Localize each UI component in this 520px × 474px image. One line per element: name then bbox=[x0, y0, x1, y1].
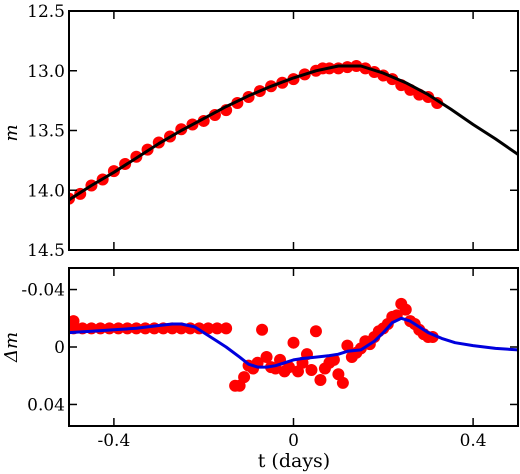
residual-y-tick-label: -0.04 bbox=[21, 281, 65, 301]
residual-data-point bbox=[341, 339, 354, 352]
magnitude-model-curve bbox=[69, 64, 518, 202]
residual-data-point bbox=[260, 351, 273, 364]
residual-data-point bbox=[220, 322, 233, 335]
residual-data-point bbox=[336, 376, 349, 389]
residual-data-point bbox=[211, 322, 224, 335]
residual-data-point bbox=[287, 336, 300, 349]
magnitude-y-tick-label: 13.0 bbox=[27, 62, 65, 82]
residual-panel: -0.04 0 0.04 -0.4 0 0.4 Δm t (days) bbox=[1, 267, 519, 472]
magnitude-y-tick-label: 14.0 bbox=[27, 181, 65, 201]
residual-data-point bbox=[399, 303, 412, 316]
residual-y-tick-label: 0 bbox=[54, 338, 65, 358]
magnitude-panel: 12.5 13.0 13.5 14.0 14.5 m bbox=[1, 2, 519, 261]
residual-data-point bbox=[283, 361, 296, 374]
residual-data-point bbox=[202, 322, 215, 335]
residual-data-point bbox=[309, 325, 322, 338]
residual-data-point bbox=[314, 374, 327, 387]
residual-y-tick-label: 0.04 bbox=[27, 395, 65, 415]
magnitude-y-tick-label: 12.5 bbox=[27, 2, 65, 22]
residual-model-curve bbox=[69, 316, 518, 369]
magnitude-y-axis-label: m bbox=[1, 124, 22, 141]
residual-x-tick-label: 0.4 bbox=[460, 431, 487, 451]
magnitude-y-tick-label: 13.5 bbox=[27, 122, 65, 142]
magnitude-panel-frame bbox=[68, 10, 519, 251]
residual-y-axis-label: Δm bbox=[1, 332, 22, 363]
residual-x-tick-label: -0.4 bbox=[98, 431, 131, 451]
magnitude-y-tick-label: 14.5 bbox=[27, 241, 65, 261]
residual-data-point bbox=[256, 323, 269, 336]
residual-x-tick-label: 0 bbox=[288, 431, 299, 451]
residual-data-point bbox=[327, 353, 340, 366]
time-x-axis-label: t (days) bbox=[258, 450, 330, 472]
residual-data-point bbox=[305, 363, 318, 376]
residual-data-point bbox=[238, 371, 251, 384]
